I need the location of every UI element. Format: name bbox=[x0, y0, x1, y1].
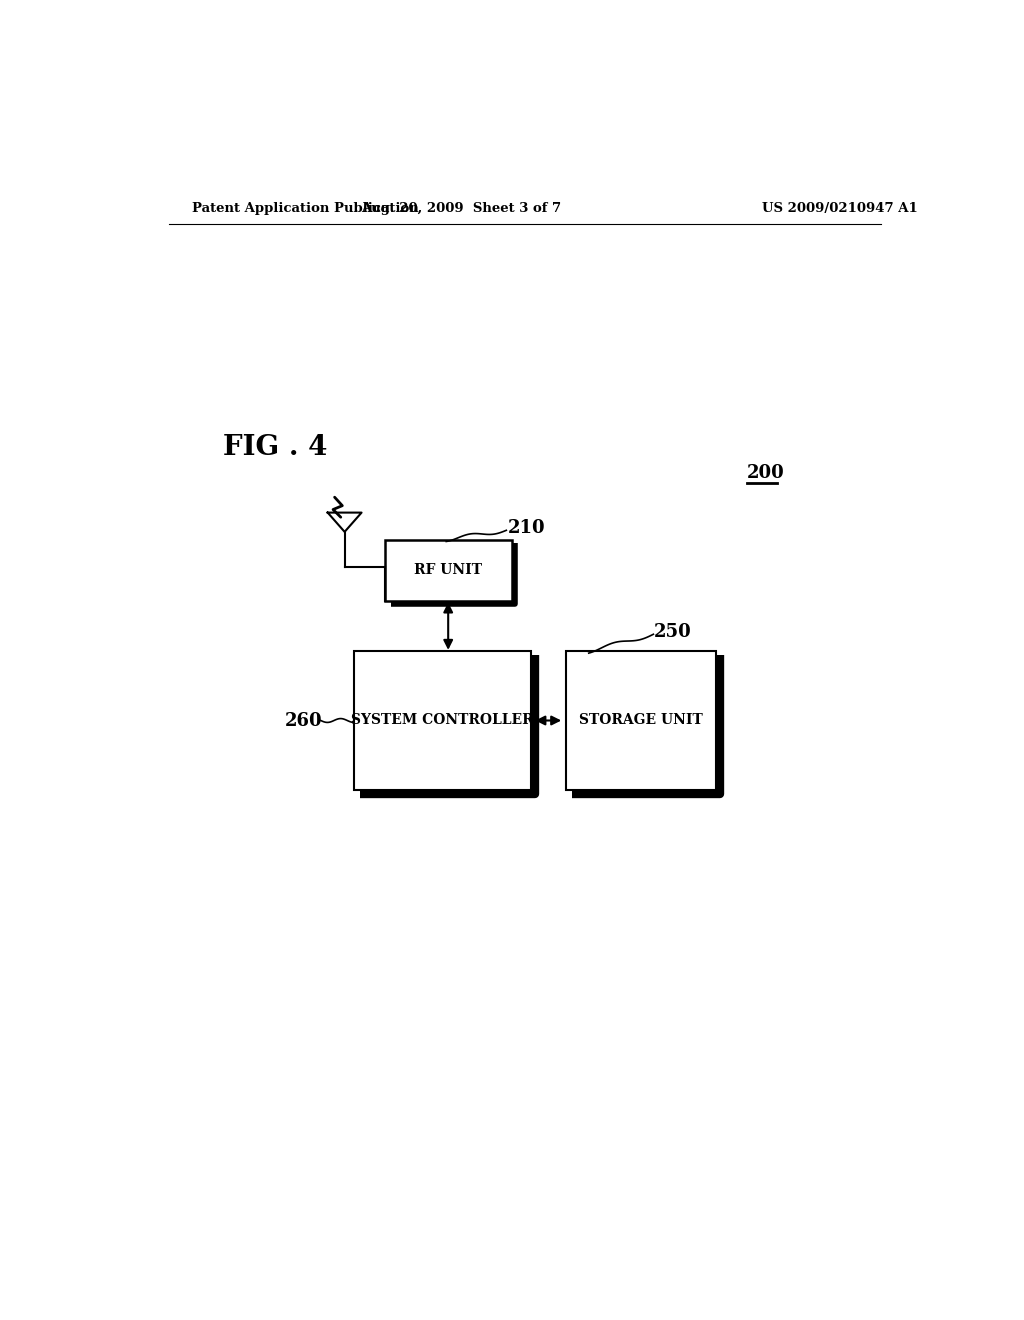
Text: RF UNIT: RF UNIT bbox=[414, 564, 482, 577]
Text: 210: 210 bbox=[508, 519, 546, 537]
Text: FIG . 4: FIG . 4 bbox=[223, 434, 328, 461]
Text: 250: 250 bbox=[654, 623, 692, 642]
Text: Patent Application Publication: Patent Application Publication bbox=[193, 202, 419, 215]
Text: 260: 260 bbox=[285, 711, 323, 730]
Text: Aug. 20, 2009  Sheet 3 of 7: Aug. 20, 2009 Sheet 3 of 7 bbox=[361, 202, 562, 215]
Bar bbox=[565, 651, 716, 789]
Text: US 2009/0210947 A1: US 2009/0210947 A1 bbox=[762, 202, 918, 215]
Text: SYSTEM CONTROLLER: SYSTEM CONTROLLER bbox=[351, 714, 534, 727]
Bar bbox=[354, 651, 531, 789]
Text: 200: 200 bbox=[746, 463, 784, 482]
Bar bbox=[385, 540, 512, 601]
Text: STORAGE UNIT: STORAGE UNIT bbox=[579, 714, 702, 727]
